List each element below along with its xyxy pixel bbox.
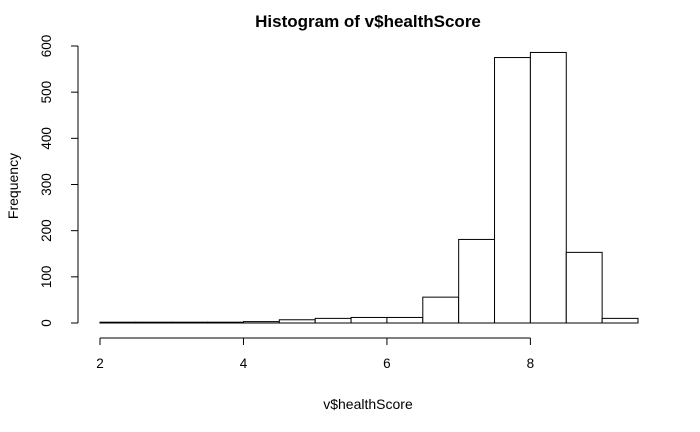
y-tick-label: 100 [39, 266, 54, 289]
x-axis: 2 4 6 8 [96, 337, 535, 371]
histogram-bar-13 [565, 251, 603, 324]
chart-title: Histogram of v$healthScore [255, 12, 481, 31]
histogram-bar-14 [601, 317, 639, 324]
histogram-bars [99, 51, 639, 324]
histogram-bar-6 [314, 317, 352, 324]
histogram-bar-4 [242, 321, 280, 324]
x-tick-label: 6 [383, 356, 391, 371]
x-tick-label: 2 [96, 356, 104, 371]
histogram-bar-10 [458, 238, 496, 324]
y-axis-label: Frequency [5, 153, 21, 219]
histogram-bar-1 [135, 321, 173, 324]
histogram-bar-2 [171, 321, 209, 324]
x-axis-label: v$healthScore [323, 396, 413, 412]
y-tick-label: 500 [39, 81, 54, 104]
histogram-bar-8 [386, 316, 424, 324]
y-tick-label: 200 [39, 219, 54, 242]
y-axis: 0 100 200 300 400 500 600 [39, 35, 79, 327]
y-tick-label: 600 [39, 35, 54, 58]
histogram-bar-0 [99, 321, 137, 324]
y-tick-label: 300 [39, 173, 54, 196]
histogram-bar-11 [494, 57, 531, 324]
histogram-bar-12 [529, 51, 567, 324]
histogram-bar-5 [278, 319, 316, 324]
histogram-bar-9 [422, 296, 460, 324]
histogram-bar-7 [350, 316, 388, 324]
y-tick-label: 0 [39, 319, 54, 327]
histogram-bar-3 [207, 321, 244, 324]
y-tick-label: 400 [39, 127, 54, 150]
x-tick-label: 8 [527, 356, 535, 371]
x-tick-label: 4 [240, 356, 248, 371]
